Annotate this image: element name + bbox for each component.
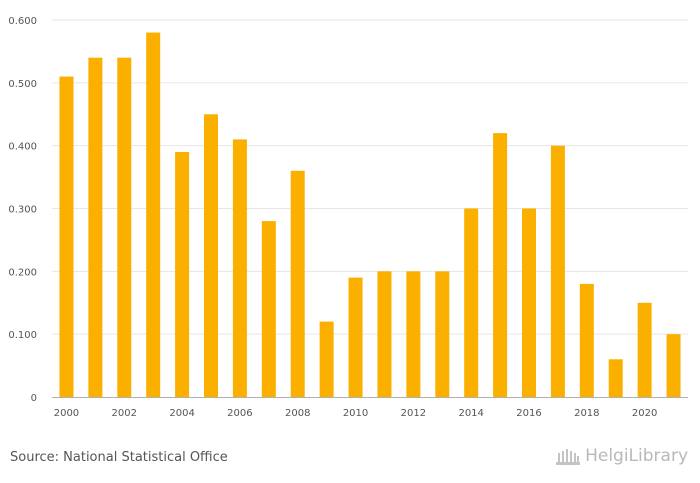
bar-2000[interactable] xyxy=(59,76,74,398)
y-tick-label: 0.500 xyxy=(8,79,37,90)
bar-2011[interactable] xyxy=(377,271,392,397)
logo-text: HelgiLibrary xyxy=(585,446,688,466)
x-tick-label: 2020 xyxy=(632,408,657,419)
source-note: Source: National Statistical Office xyxy=(10,450,228,465)
x-tick-label: 2006 xyxy=(227,408,252,419)
library-building-icon xyxy=(556,449,581,465)
bar-2004[interactable] xyxy=(175,151,190,397)
bar-chart: 0 0.100 0.200 0.300 0.400 0.500 0.600 2000 2002… xyxy=(8,16,688,419)
bar-2008[interactable] xyxy=(290,170,305,397)
bar-2017[interactable] xyxy=(550,145,565,397)
bars-group xyxy=(59,32,681,398)
y-tick-label: 0.200 xyxy=(8,267,37,278)
helgi-library-logo[interactable]: HelgiLibrary xyxy=(555,446,688,466)
x-tick-label: 2000 xyxy=(54,408,79,419)
x-tick-label: 2008 xyxy=(285,408,310,419)
y-axis-tick-labels: 0 0.100 0.200 0.300 0.400 0.500 0.600 xyxy=(8,16,37,404)
bar-2006[interactable] xyxy=(232,139,247,397)
bar-2021[interactable] xyxy=(666,334,681,397)
x-tick-label: 2018 xyxy=(574,408,599,419)
x-tick-label: 2016 xyxy=(516,408,541,419)
bar-2001[interactable] xyxy=(88,57,103,397)
y-tick-label: 0.400 xyxy=(8,142,37,153)
x-tick-label: 2004 xyxy=(169,408,194,419)
bar-2018[interactable] xyxy=(579,283,594,397)
bar-2012[interactable] xyxy=(406,271,421,397)
bar-2019[interactable] xyxy=(608,359,623,397)
x-tick-label: 2012 xyxy=(401,408,426,419)
bar-2009[interactable] xyxy=(319,321,334,397)
bar-2020[interactable] xyxy=(637,302,652,397)
bar-2014[interactable] xyxy=(464,208,479,398)
y-tick-label: 0.100 xyxy=(8,330,37,341)
bar-2016[interactable] xyxy=(522,208,536,398)
y-tick-label: 0 xyxy=(31,393,37,404)
x-tick-label: 2010 xyxy=(343,408,368,419)
bar-2013[interactable] xyxy=(435,271,450,397)
y-tick-label: 0.600 xyxy=(8,16,37,27)
bar-2007[interactable] xyxy=(261,221,276,397)
bar-2003[interactable] xyxy=(146,32,161,398)
bar-2010[interactable] xyxy=(348,277,363,397)
x-axis-tick-labels: 2000 2002 2004 2006 2008 2010 2012 2014 2016 2018… xyxy=(54,408,658,419)
x-tick-label: 2014 xyxy=(458,408,483,419)
x-tick-label: 2002 xyxy=(112,408,137,419)
y-tick-label: 0.300 xyxy=(8,205,37,216)
bar-2002[interactable] xyxy=(117,57,132,397)
bar-2015[interactable] xyxy=(493,133,508,397)
bar-2005[interactable] xyxy=(204,114,218,397)
